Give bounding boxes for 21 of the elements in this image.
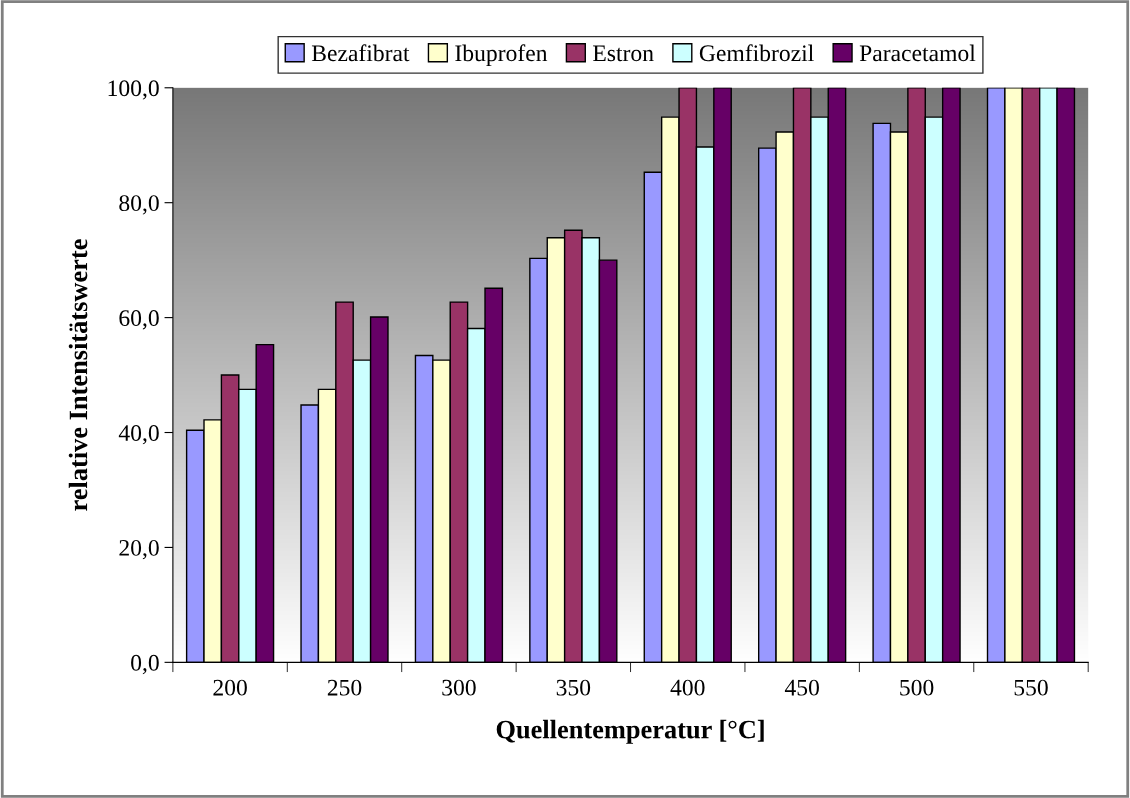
x-axis-title: Quellentemperatur [°C] — [496, 719, 764, 744]
legend-label: Ibuprofen — [455, 44, 548, 67]
y-tick-label: 60,0 — [119, 310, 159, 330]
x-tick-label: 450 — [784, 679, 819, 696]
x-tick-label: 500 — [900, 679, 934, 696]
y-tick-label: 100,0 — [108, 80, 159, 100]
x-tick-label: 300 — [442, 679, 476, 696]
y-tick-label: 80,0 — [119, 195, 159, 215]
x-tick-label: 350 — [556, 679, 591, 696]
y-tick-label: 0,0 — [131, 654, 159, 675]
x-tick-label: 400 — [670, 679, 705, 696]
legend-label: Gemfibrozil — [699, 44, 814, 62]
legend-label: Bezafibrat — [311, 44, 410, 62]
y-tick-label: 40,0 — [118, 425, 159, 445]
x-tick-label: 250 — [327, 679, 362, 696]
y-tick-label: 20,0 — [119, 539, 159, 560]
legend-label: Estron — [593, 45, 654, 62]
x-tick-label: 200 — [213, 679, 247, 696]
x-tick-label: 550 — [1014, 679, 1048, 696]
y-axis-title: relative Intensitätswerte — [68, 239, 88, 511]
legend-label: Paracetamol — [859, 44, 976, 62]
